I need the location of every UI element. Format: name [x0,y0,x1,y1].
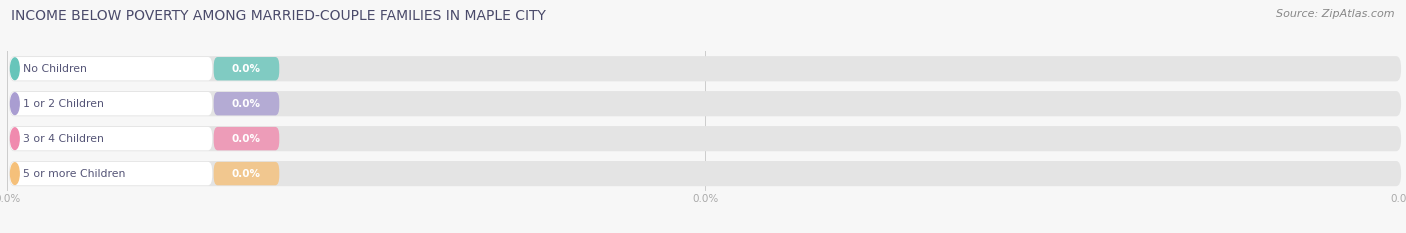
FancyBboxPatch shape [8,161,1402,186]
FancyBboxPatch shape [10,127,212,150]
Text: 5 or more Children: 5 or more Children [24,169,125,178]
FancyBboxPatch shape [10,162,212,185]
FancyBboxPatch shape [10,57,212,80]
FancyBboxPatch shape [8,56,1402,81]
FancyBboxPatch shape [214,127,280,150]
Circle shape [10,128,20,150]
Circle shape [10,93,20,115]
Text: 0.0%: 0.0% [232,64,262,74]
Text: No Children: No Children [24,64,87,74]
Text: 0.0%: 0.0% [232,134,262,144]
Circle shape [10,58,20,80]
FancyBboxPatch shape [8,126,1402,151]
Text: 3 or 4 Children: 3 or 4 Children [24,134,104,144]
Text: 0.0%: 0.0% [232,99,262,109]
FancyBboxPatch shape [214,57,280,80]
FancyBboxPatch shape [214,162,280,185]
Text: INCOME BELOW POVERTY AMONG MARRIED-COUPLE FAMILIES IN MAPLE CITY: INCOME BELOW POVERTY AMONG MARRIED-COUPL… [11,9,546,23]
FancyBboxPatch shape [214,92,280,115]
Circle shape [10,163,20,185]
Text: Source: ZipAtlas.com: Source: ZipAtlas.com [1277,9,1395,19]
FancyBboxPatch shape [10,92,212,115]
Text: 0.0%: 0.0% [232,169,262,178]
FancyBboxPatch shape [8,91,1402,116]
Text: 1 or 2 Children: 1 or 2 Children [24,99,104,109]
